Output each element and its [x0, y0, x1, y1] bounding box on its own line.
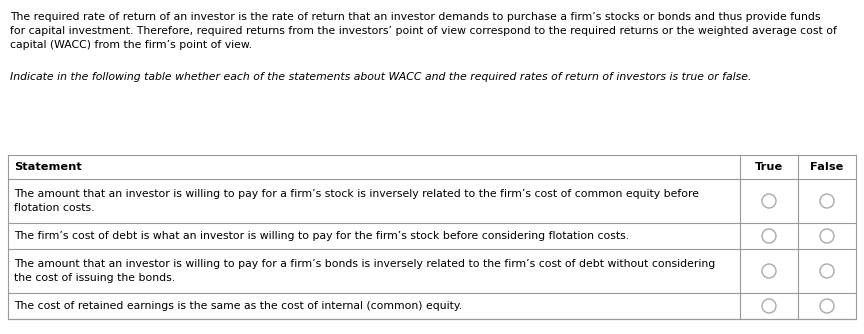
Text: The required rate of return of an investor is the rate of return that an investo: The required rate of return of an invest…	[10, 12, 821, 22]
Text: The amount that an investor is willing to pay for a firm’s stock is inversely re: The amount that an investor is willing t…	[14, 189, 699, 199]
Text: flotation costs.: flotation costs.	[14, 203, 94, 213]
Text: capital (WACC) from the firm’s point of view.: capital (WACC) from the firm’s point of …	[10, 40, 252, 50]
Text: The firm’s cost of debt is what an investor is willing to pay for the firm’s sto: The firm’s cost of debt is what an inves…	[14, 231, 629, 241]
Text: Indicate in the following table whether each of the statements about WACC and th: Indicate in the following table whether …	[10, 72, 752, 82]
Text: the cost of issuing the bonds.: the cost of issuing the bonds.	[14, 273, 175, 283]
Text: Statement: Statement	[14, 162, 82, 172]
Text: The cost of retained earnings is the same as the cost of internal (common) equit: The cost of retained earnings is the sam…	[14, 301, 462, 311]
Text: True: True	[755, 162, 783, 172]
Text: False: False	[810, 162, 843, 172]
Text: for capital investment. Therefore, required returns from the investors’ point of: for capital investment. Therefore, requi…	[10, 26, 837, 36]
Text: The amount that an investor is willing to pay for a firm’s bonds is inversely re: The amount that an investor is willing t…	[14, 259, 715, 269]
